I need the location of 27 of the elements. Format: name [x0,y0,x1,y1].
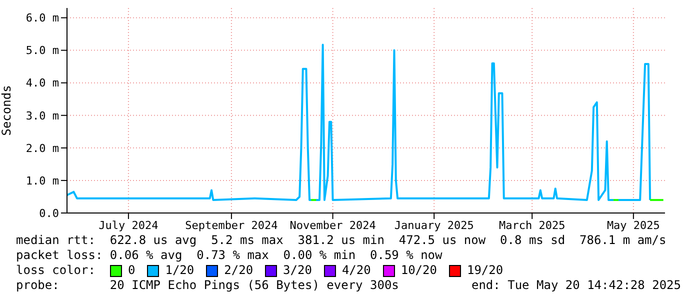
legend-label: 1/20 [164,263,194,278]
x-tick-label: November 2024 [290,218,376,232]
y-tick-label: 4.0 m [26,76,60,90]
x-tick-label: January 2025 [394,218,474,232]
y-tick-label: 2.0 m [26,142,60,155]
x-tick-label: May 2025 [606,218,660,232]
legend-label: 2/20 [223,263,254,278]
y-tick-label: 3.0 m [26,109,60,122]
y-tick-label: 1.0 m [26,174,60,188]
x-tick-label: March 2025 [498,218,566,232]
text: probe: 20 ICMP Echo Pings (56 Bytes) every 300s [16,278,399,293]
x-tick-label: July 2024 [98,218,159,232]
legend-label: 19/20 [466,263,504,278]
legend-label: 3/20 [282,263,312,278]
y-tick-label: 6.0 m [26,12,60,25]
legend-title: loss color: [16,263,96,278]
y-tick-label: 5.0 m [26,44,60,58]
x-tick-label: September 2024 [185,218,278,232]
y-tick-label: 0.0 [39,206,59,220]
legend-label: 10/20 [400,263,437,278]
legend-label: 4/20 [340,263,371,278]
legend-label: 0 [127,263,136,278]
text: packet loss: 0.06 % avg 0.73 % max 0.00 % min 0.59 % now [16,248,444,263]
line-series [67,44,652,201]
y-axis-title: Seconds [0,85,14,136]
text: end: Tue May 20 14:42:28 2025 [471,278,681,293]
text: median rtt: 622.8 us avg 5.2 ms max 381.2 us min 472.5 us now 0.8 ms sd 786.1 m am/s [16,233,668,248]
